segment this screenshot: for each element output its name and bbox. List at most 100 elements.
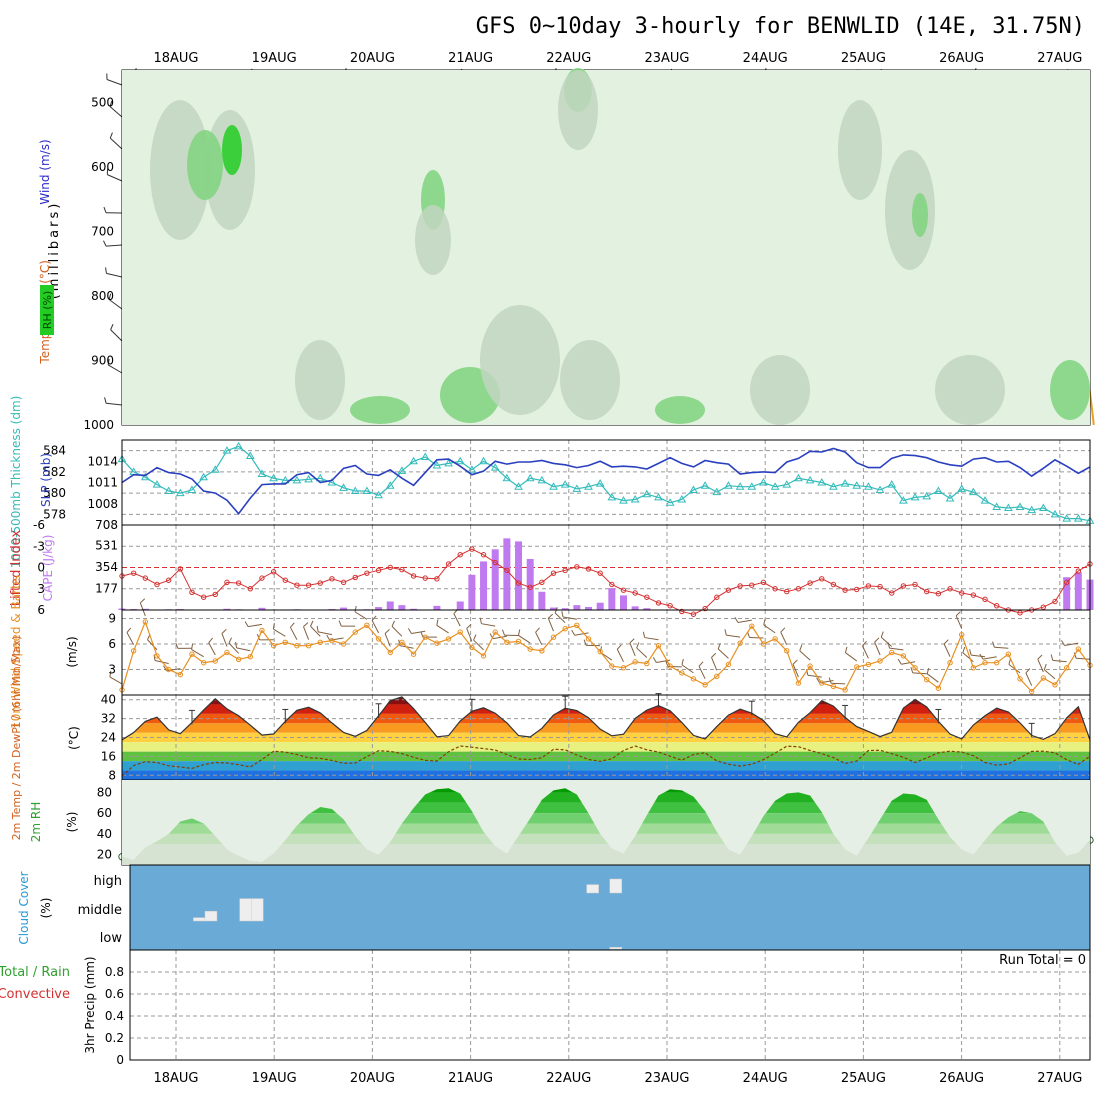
y-tick-label: 3 [37, 582, 45, 596]
surface-wind-barb-feather [420, 631, 424, 638]
surface-wind-barb-feather [698, 661, 704, 667]
thickness-marker [630, 495, 640, 503]
thickness-marker [175, 488, 185, 497]
thickness-marker [152, 480, 162, 488]
surface-wind-barb [310, 625, 321, 637]
y-tick-label: 6 [108, 637, 116, 651]
wind10m-marker [294, 643, 300, 649]
y-tick-label: 177 [95, 582, 118, 596]
thickness-marker [234, 441, 243, 450]
wind10m-axis-label: 10m Wind Speed & Barbs [9, 575, 23, 729]
wind10m-marker [504, 639, 510, 645]
thickness-marker [1015, 502, 1025, 510]
thickness-marker [245, 451, 255, 459]
rh-blob [885, 150, 935, 270]
wind10m-marker [515, 638, 522, 645]
surface-wind-barb-feather [962, 646, 966, 653]
wind10m-marker [235, 656, 242, 662]
y-tick-label: 0 [37, 561, 45, 575]
surface-wind-barb-feather [244, 621, 249, 627]
surface-wind-barb [889, 647, 904, 651]
wind10m-marker [597, 648, 603, 655]
surface-wind-barb-feather [303, 622, 309, 628]
lifted-marker [795, 586, 802, 592]
thickness-marker [934, 486, 943, 494]
thickness-marker [572, 484, 582, 492]
surface-wind-barb-feather [874, 637, 880, 643]
lifted-marker [749, 582, 755, 588]
thickness-marker [887, 480, 897, 488]
bottom-date-label: 21AUG [448, 1071, 493, 1086]
rh-blob [295, 340, 345, 420]
surface-wind-barb-feather [384, 629, 390, 634]
lifted-marker [247, 586, 253, 592]
wind10m-marker [364, 622, 370, 628]
surface-wind-barb-feather [969, 649, 972, 656]
thickness-marker [467, 465, 477, 473]
rh2m-axis-label: 2m RH [29, 802, 43, 843]
surface-wind-barb [453, 613, 461, 627]
y-tick-label: 24 [101, 731, 116, 745]
wind10m-marker [154, 653, 160, 659]
surface-wind-barb [554, 612, 566, 624]
surface-wind-barb [926, 673, 939, 683]
wind10m-marker [865, 661, 872, 668]
wind10m-marker [807, 663, 813, 669]
thickness-marker [257, 469, 267, 477]
precip-legend-convective: Convective [0, 987, 70, 1002]
wind10m-marker [434, 640, 440, 646]
lifted-marker [550, 570, 557, 576]
surface-wind-barb [562, 616, 577, 620]
upper-wind-barb-feather [109, 100, 113, 107]
surface-wind-barb-feather [792, 659, 798, 665]
surface-wind-barb [874, 641, 881, 656]
surface-wind-barb [248, 623, 263, 628]
thickness-marker [817, 478, 827, 486]
lifted-marker [317, 580, 323, 586]
top-date-label: 24AUG [743, 51, 788, 66]
wind10m-marker [457, 629, 463, 635]
surface-wind-barb-feather [780, 627, 786, 633]
wind10m-marker [340, 641, 347, 647]
rh-blob [1050, 360, 1090, 420]
wind10m-marker [410, 651, 417, 657]
wind10m-marker [714, 673, 720, 679]
thickness-marker [992, 502, 1002, 510]
thickness-marker [1027, 505, 1037, 514]
lifted-marker [889, 590, 895, 596]
wind10m-marker [749, 623, 755, 629]
surface-wind-barb [303, 626, 310, 640]
thickness-marker [292, 475, 302, 484]
lifted-marker [212, 591, 219, 598]
y-tick-label: 531 [95, 539, 118, 553]
wind10m-marker [667, 663, 673, 669]
surface-wind-barb-feather [175, 642, 179, 649]
surface-wind-barb-feather [844, 646, 848, 653]
wind10m-marker [889, 649, 895, 656]
lifted-marker [620, 587, 627, 593]
surface-wind-barb-feather [717, 643, 721, 650]
surface-wind-barb [861, 645, 869, 659]
wind10m-marker [165, 666, 172, 673]
wind10m-marker [900, 653, 907, 659]
bottom-date-label: 22AUG [546, 1071, 591, 1086]
y-tick-label: 578 [43, 507, 66, 521]
thickness-marker [385, 481, 395, 489]
wind10m-marker [399, 639, 405, 645]
surface-wind-barb-feather [371, 615, 377, 621]
upper-wind-barb [108, 299, 123, 310]
surface-wind-barb-feather [1061, 640, 1065, 646]
lifted-marker [130, 570, 137, 576]
y-tick-label: 582 [43, 465, 66, 479]
rh-blob [560, 340, 620, 420]
thickness-slp-ticks: 584 582 580 578 1014 1011 1008 708 [43, 439, 1091, 532]
surface-wind-barb-feather [887, 642, 890, 649]
thickness-marker [490, 463, 500, 471]
top-date-axis: 18AUG 19AUG 20AUG 21AUG 22AUG 23AUG 24AUG 25AUG… [153, 51, 1082, 66]
upper-wind-barb [110, 329, 123, 342]
thickness-marker [1038, 503, 1048, 511]
surface-wind-barb [845, 652, 858, 662]
surface-wind-barb-feather [1050, 654, 1054, 661]
surface-wind-barb-feather [616, 644, 622, 650]
